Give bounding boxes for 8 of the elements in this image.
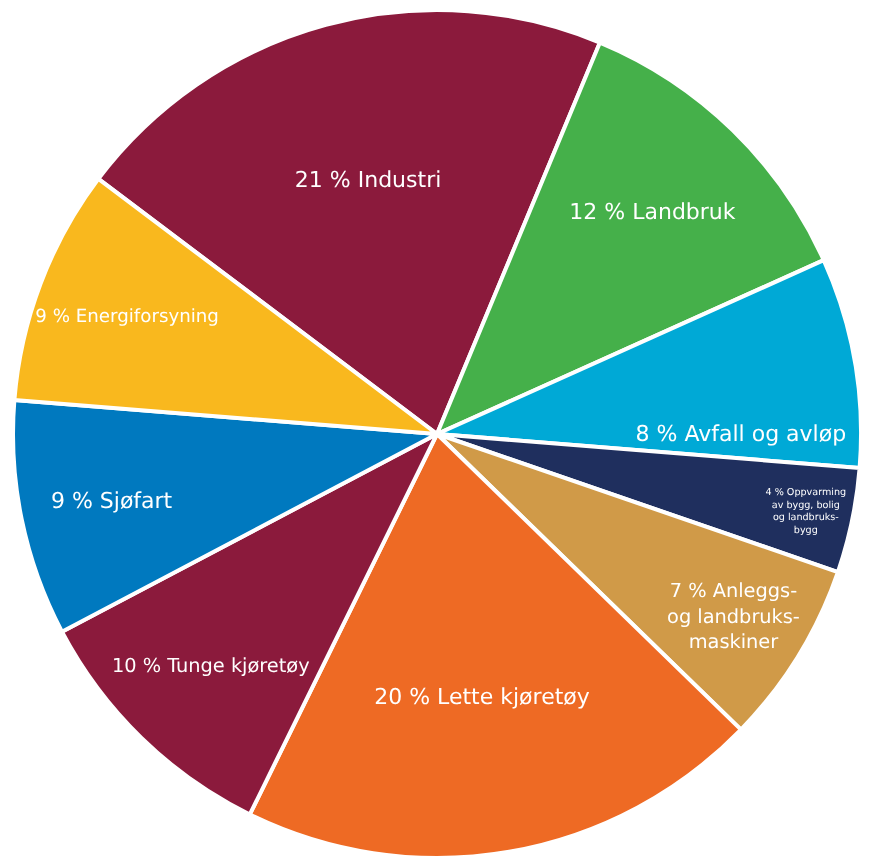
slice-label: 20 % Lette kjøretøy — [374, 684, 591, 711]
slice-label: 9 % Energiforsyning — [35, 308, 219, 329]
slice-label: 8 % Avfall og avløp — [635, 421, 847, 447]
slice-label: 7 % Anleggs- og landbruks-maskiner — [667, 581, 801, 654]
slice-label: 12 % Landbruk — [569, 198, 737, 225]
slice-label: 21 % Industri — [294, 167, 442, 194]
slice-label: 9 % Sjøfart — [50, 487, 174, 514]
slice-label: 10 % Tunge kjøretøy — [111, 656, 311, 679]
